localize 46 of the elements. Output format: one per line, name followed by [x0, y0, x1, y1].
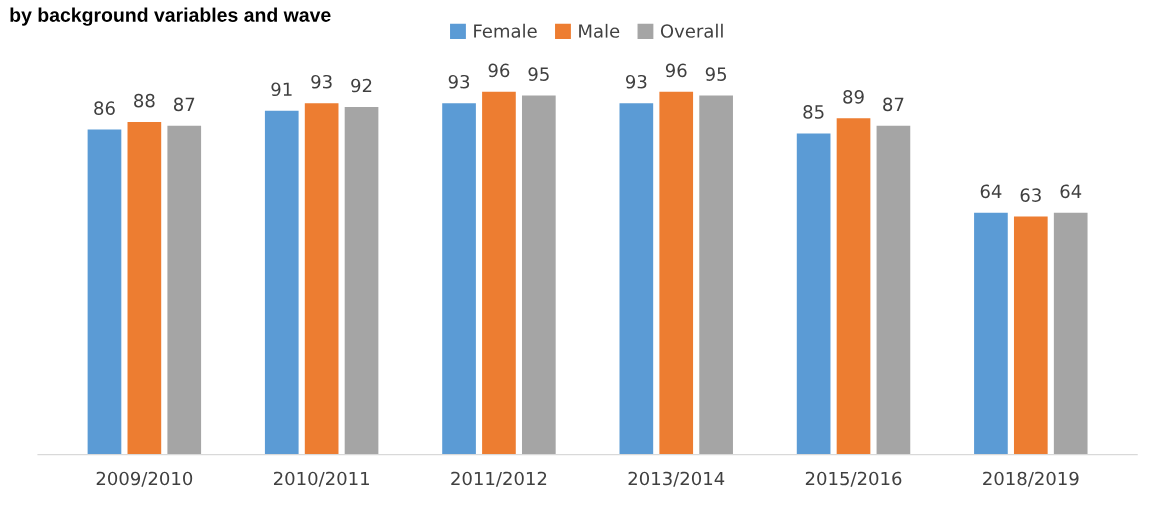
data-label: 89 — [843, 89, 864, 104]
bar — [796, 133, 831, 455]
bar — [1053, 212, 1088, 455]
legend-label: Overall — [660, 23, 723, 38]
data-label: 93 — [311, 74, 332, 89]
bar — [1013, 216, 1048, 455]
bar — [482, 91, 516, 455]
data-label: 85 — [803, 105, 824, 119]
bar — [876, 125, 911, 455]
x-tick-label: 2011/2012 — [451, 471, 547, 487]
bar — [619, 103, 654, 455]
data-label: 86 — [94, 101, 115, 115]
data-label: 91 — [271, 82, 292, 97]
bar — [127, 122, 162, 455]
data-label: 87 — [883, 97, 904, 112]
data-label: 96 — [665, 63, 687, 78]
bar — [836, 118, 871, 455]
x-tick-label: 2018/2019 — [983, 471, 1079, 487]
bar — [442, 103, 476, 455]
x-tick-label: 2009/2010 — [96, 471, 193, 487]
data-label: 63 — [1020, 188, 1041, 202]
bar — [659, 91, 694, 455]
data-label: 87 — [173, 97, 195, 112]
bar — [699, 95, 733, 455]
data-label: 95 — [705, 67, 727, 81]
bar — [87, 129, 122, 455]
data-label: 93 — [448, 74, 470, 89]
x-tick-label: 2010/2011 — [273, 471, 369, 487]
data-label: 96 — [488, 63, 510, 78]
data-label: 92 — [351, 78, 372, 93]
legend-label: Male — [579, 23, 620, 38]
x-tick-label: 2015/2016 — [805, 471, 902, 487]
bar — [167, 125, 202, 455]
legend-label: Female — [474, 23, 537, 38]
bar — [521, 95, 556, 455]
data-label: 93 — [625, 74, 647, 89]
bar — [344, 106, 379, 455]
chart-title: by background variables and wave — [10, 7, 331, 26]
bar — [974, 212, 1008, 455]
data-label: 95 — [528, 67, 549, 81]
x-tick-label: 2013/2014 — [628, 471, 725, 487]
bar — [264, 110, 299, 455]
bar — [304, 103, 339, 455]
data-label: 64 — [980, 184, 1002, 199]
data-label: 64 — [1060, 184, 1082, 199]
data-label: 88 — [134, 93, 155, 108]
